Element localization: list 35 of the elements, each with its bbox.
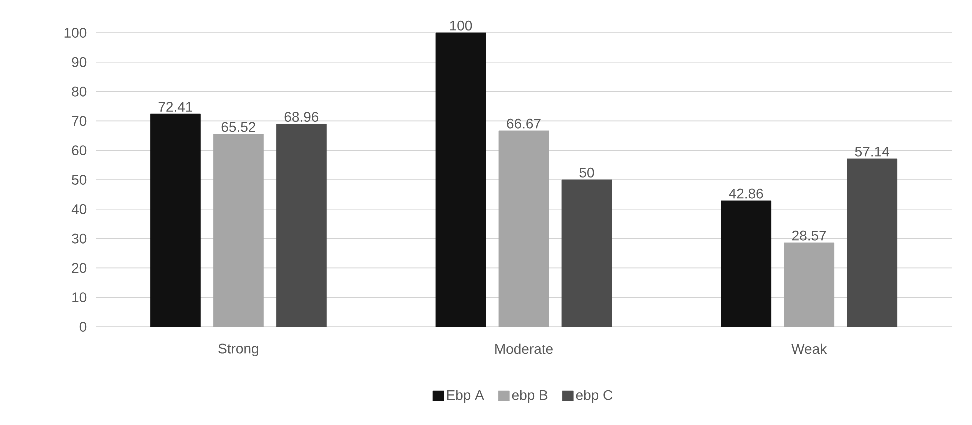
data-label: 28.57 [792,230,826,241]
data-label: 66.67 [507,118,541,129]
y-tick-label: 10 [72,292,87,303]
y-tick-label: 30 [72,234,87,244]
y-tick-label: 70 [72,116,87,126]
bar [213,134,264,328]
data-label: 57.14 [855,147,890,157]
y-tick-label: 100 [64,28,87,38]
y-tick-label: 40 [72,204,87,214]
data-label: 50 [580,168,594,178]
bar [276,124,327,328]
y-tick-label: 20 [72,263,87,274]
data-label: 100 [450,20,472,31]
x-tick-label: Weak [792,344,828,354]
x-tick-label: Moderate [496,344,553,354]
bar [784,242,835,328]
y-tick-label: 80 [72,86,87,97]
bar [562,180,612,328]
bar [847,158,898,328]
bar [436,32,486,328]
data-label: 72.41 [158,102,193,112]
x-tick-label: Strong [218,344,258,357]
y-tick-label: 60 [72,146,87,156]
legend-label: Ebp A [447,390,484,404]
legend-label: ebp B [512,390,548,404]
legend-label: ebp C [576,390,613,404]
data-label: 68.96 [284,112,319,122]
data-label: 65.52 [222,122,256,132]
data-label: 42.86 [729,188,764,199]
y-tick-label: 90 [72,57,87,68]
y-tick-label: 50 [72,175,87,185]
y-tick-label: 0 [80,322,87,332]
bar [150,114,201,328]
bar [721,200,772,328]
bar [498,130,550,328]
